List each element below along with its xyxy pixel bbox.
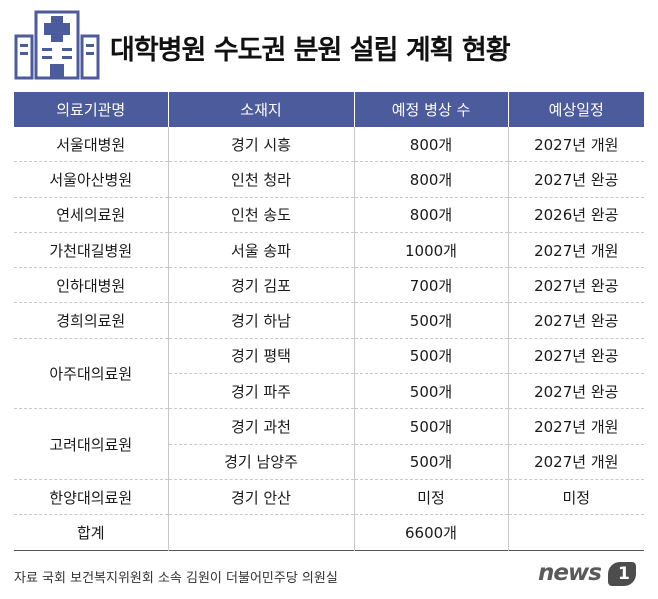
table-row: 아주대의료원 경기 평택 500개 2027년 완공 (14, 337, 644, 409)
cell-schedule: 미정 (507, 478, 644, 515)
total-beds: 6600개 (353, 514, 508, 551)
table-row: 경희의료원 경기 하남 500개 2027년 완공 (14, 302, 644, 339)
source-note: 자료 국회 보건복지위원회 소속 김원이 더불어민주당 의원실 (14, 571, 338, 586)
total-location-empty (167, 514, 354, 551)
table-row: 가천대길병원 서울 송파 1000개 2027년 개원 (14, 231, 644, 268)
cell-location: 경기 시흥 (167, 127, 354, 162)
cell-schedule: 2027년 완공 (507, 161, 644, 198)
cell-schedule: 2026년 완공 (507, 196, 644, 233)
table-row: 한양대의료원 경기 안산 미정 미정 (14, 478, 644, 515)
table-header-row: 의료기관명 소재지 예정 병상 수 예상일정 (14, 92, 644, 127)
cell-schedule: 2027년 개원 (507, 127, 644, 162)
cell-schedule: 2027년 개원 (507, 408, 644, 445)
cell-location: 경기 김포 (167, 267, 354, 303)
cell-location: 경기 안산 (167, 478, 354, 515)
table-row: 서울아산병원 인천 청라 800개 2027년 완공 (14, 161, 644, 198)
cell-beds: 700개 (353, 267, 508, 303)
cell-beds: 미정 (353, 478, 508, 515)
cell-location: 경기 평택 (167, 337, 354, 374)
cell-location: 인천 청라 (167, 161, 354, 198)
total-row: 합계 6600개 (14, 514, 644, 551)
cell-institution: 연세의료원 (14, 196, 168, 233)
cell-beds: 500개 (353, 443, 508, 480)
cell-beds: 500개 (353, 302, 508, 339)
table-row: 연세의료원 인천 송도 800개 2026년 완공 (14, 196, 644, 233)
logo-mark: 1 (608, 562, 636, 586)
logo-text: news (538, 560, 602, 586)
page-title: 대학병원 수도권 분원 설립 계획 현황 (110, 35, 511, 66)
hospital-table: 의료기관명 소재지 예정 병상 수 예상일정 서울대병원 경기 시흥 800개 … (14, 92, 644, 551)
header: 대학병원 수도권 분원 설립 계획 현황 (0, 0, 658, 90)
column-header-institution: 의료기관명 (14, 92, 168, 127)
hospital-building-icon (14, 10, 100, 80)
table-row: 고려대의료원 경기 과천 500개 2027년 개원 (14, 408, 644, 480)
total-schedule-empty (507, 514, 644, 551)
cell-location: 인천 송도 (167, 196, 354, 233)
table-row: 서울대병원 경기 시흥 800개 2027년 개원 (14, 127, 644, 162)
table-row: 경기 남양주 500개 2027년 개원 (14, 443, 644, 480)
cell-institution: 경희의료원 (14, 302, 168, 339)
table-row: 인하대병원 경기 김포 700개 2027년 완공 (14, 267, 644, 303)
cell-beds: 800개 (353, 196, 508, 233)
cell-beds: 500개 (353, 373, 508, 409)
cell-beds: 1000개 (353, 231, 508, 268)
cell-location: 경기 남양주 (167, 443, 354, 480)
cell-schedule: 2027년 완공 (507, 267, 644, 303)
cell-schedule: 2027년 개원 (507, 231, 644, 268)
cell-beds: 500개 (353, 337, 508, 374)
cell-beds: 500개 (353, 408, 508, 445)
cell-institution: 서울아산병원 (14, 161, 168, 198)
total-label: 합계 (14, 514, 168, 551)
cell-beds: 800개 (353, 161, 508, 198)
column-header-schedule: 예상일정 (507, 92, 644, 127)
cell-schedule: 2027년 완공 (507, 302, 644, 339)
news1-logo: news 1 (538, 560, 638, 588)
cell-schedule: 2027년 완공 (507, 373, 644, 409)
logo-mark-text: 1 (618, 564, 630, 584)
cell-institution: 고려대의료원 (14, 408, 168, 480)
cell-institution: 서울대병원 (56, 135, 126, 154)
cell-schedule: 2027년 완공 (507, 337, 644, 374)
cell-beds: 800개 (353, 127, 508, 162)
cell-institution: 한양대의료원 (14, 478, 168, 515)
cell-location: 경기 파주 (167, 373, 354, 409)
cell-institution: 인하대병원 (14, 267, 168, 303)
cell-institution: 아주대의료원 (14, 337, 168, 409)
cell-schedule: 2027년 개원 (507, 443, 644, 480)
cell-location: 경기 과천 (167, 408, 354, 445)
cell-institution: 가천대길병원 (14, 231, 168, 268)
cell-location: 경기 하남 (167, 302, 354, 339)
table-row: 경기 파주 500개 2027년 완공 (14, 373, 644, 409)
cell-location: 서울 송파 (167, 231, 354, 268)
column-header-beds: 예정 병상 수 (353, 92, 508, 127)
column-header-location: 소재지 (167, 92, 354, 127)
